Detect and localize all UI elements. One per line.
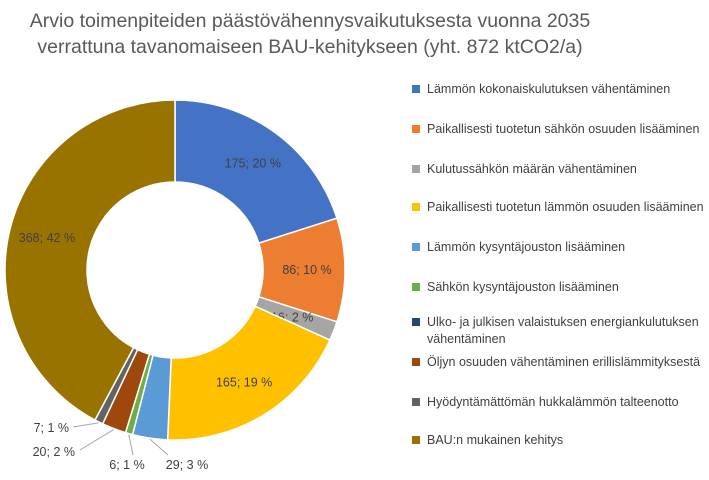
legend-label: Paikallisesti tuotetun sähkön osuuden li… [427, 122, 700, 136]
legend-item: BAU:n mukainen kehitys [412, 432, 704, 449]
legend-label: Lämmön kokonaiskulutuksen vähentäminen [427, 82, 671, 96]
label-leader-line [72, 422, 99, 428]
legend-label: Kulutussähkön määrän vähentäminen [427, 162, 637, 176]
legend-item: Öljyn osuuden vähentäminen erillislämmit… [412, 354, 704, 371]
legend-item: Lämmön kysyntäjouston lisääminen [412, 239, 704, 256]
legend-swatch [412, 436, 420, 444]
label-leader-line [79, 429, 114, 451]
legend-swatch [412, 318, 420, 326]
legend-swatch [412, 165, 420, 173]
donut-slice [174, 99, 338, 245]
legend-label: Lämmön kysyntäjouston lisääminen [427, 240, 626, 254]
data-label: 29; 3 % [166, 458, 208, 472]
data-label: 6; 1 % [109, 458, 144, 472]
legend-item: Hyödyntämättömän hukkalämmön talteenotto [412, 394, 704, 411]
legend-swatch [412, 203, 420, 211]
legend-label: Sähkön kysyntäjouston lisääminen [427, 280, 619, 294]
legend-item: Lämmön kokonaiskulutuksen vähentäminen [412, 81, 704, 98]
legend-swatch [412, 243, 420, 251]
data-label: 368; 42 % [19, 231, 75, 245]
legend-swatch [412, 398, 420, 406]
data-label: 20; 2 % [33, 445, 75, 459]
data-label: 175; 20 % [225, 156, 281, 170]
legend-label: Öljyn osuuden vähentäminen erillislämmit… [427, 355, 701, 369]
legend-item: Paikallisesti tuotetun sähkön osuuden li… [412, 121, 704, 138]
legend-swatch [412, 358, 420, 366]
label-leader-line [149, 438, 169, 456]
chart-title: Arvio toimenpiteiden päästövähennysvaiku… [0, 8, 620, 60]
legend-item: Kulutussähkön määrän vähentäminen [412, 161, 704, 178]
data-label: 86; 10 % [282, 263, 331, 277]
legend-label: BAU:n mukainen kehitys [427, 433, 564, 447]
legend-swatch [412, 85, 420, 93]
legend-item: Paikallisesti tuotetun lämmön osuuden li… [412, 199, 704, 216]
legend-label: Hyödyntämättömän hukkalämmön talteenotto [427, 395, 679, 409]
donut-slice [166, 305, 331, 441]
legend-label: Paikallisesti tuotetun lämmön osuuden li… [427, 200, 704, 214]
donut-slice [4, 99, 176, 422]
chart-title-line-2: verrattuna tavanomaiseen BAU-kehitykseen… [37, 36, 583, 58]
chart-title-line-1: Arvio toimenpiteiden päästövähennysvaiku… [29, 10, 591, 32]
data-label: 7; 1 % [34, 421, 69, 435]
legend-swatch [412, 125, 420, 133]
legend-item: Sähkön kysyntäjouston lisääminen [412, 279, 704, 296]
legend-label: Ulko- ja julkisen valaistuksen energiank… [427, 315, 699, 346]
label-leader-line [128, 434, 134, 456]
legend-swatch [412, 283, 420, 291]
legend-item: Ulko- ja julkisen valaistuksen energiank… [412, 314, 704, 348]
data-label: 165; 19 % [216, 375, 272, 389]
